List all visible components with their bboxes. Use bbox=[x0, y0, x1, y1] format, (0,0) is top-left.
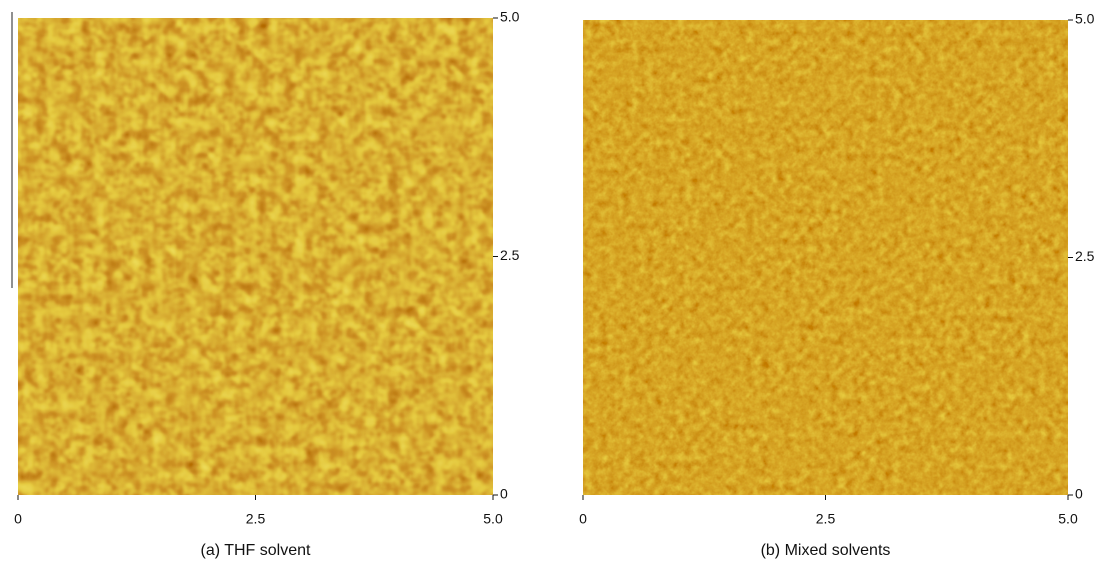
x-tick-label: 0 bbox=[579, 511, 587, 527]
x-tick-label: 2.5 bbox=[246, 511, 266, 527]
caption: (a) THF solvent bbox=[201, 542, 312, 559]
x-tick-label: 2.5 bbox=[816, 511, 836, 527]
y-tick-label: 5.0 bbox=[1075, 11, 1095, 27]
y-tick-label: 0 bbox=[1075, 486, 1083, 502]
x-tick-label: 5.0 bbox=[1058, 511, 1078, 527]
y-tick-label: 2.5 bbox=[500, 247, 520, 263]
afm-image bbox=[18, 18, 493, 495]
y-tick-label: 5.0 bbox=[500, 9, 520, 25]
y-tick-label: 2.5 bbox=[1075, 248, 1095, 264]
x-tick-label: 5.0 bbox=[483, 511, 503, 527]
afm-image bbox=[583, 20, 1068, 495]
y-tick-label: 0 bbox=[500, 486, 508, 502]
x-tick-label: 0 bbox=[14, 511, 22, 527]
caption: (b) Mixed solvents bbox=[761, 542, 891, 559]
